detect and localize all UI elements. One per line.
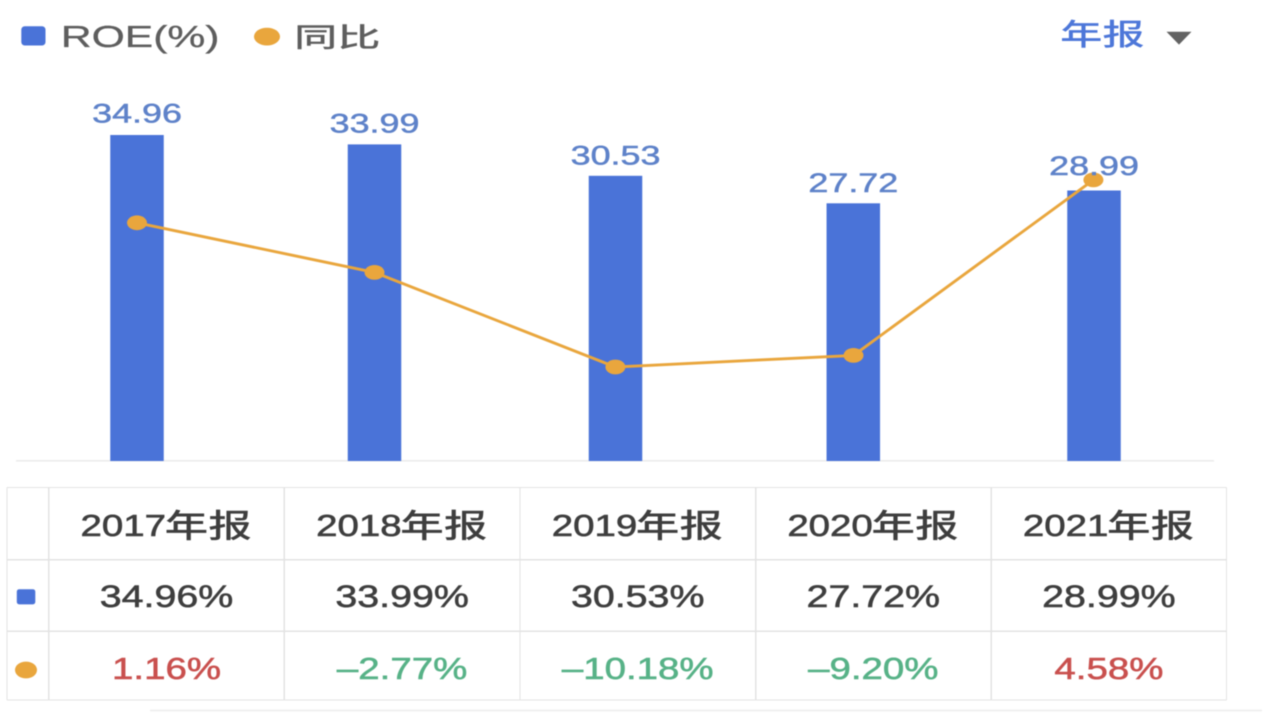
svg-text:34.96%: 34.96% — [100, 579, 234, 614]
svg-text:2017: 2017 — [81, 508, 166, 543]
svg-text:33.99: 33.99 — [330, 108, 420, 139]
svg-text:27.72: 27.72 — [808, 167, 898, 198]
svg-text:–2.77%: –2.77% — [337, 653, 467, 686]
svg-text:28.99: 28.99 — [1049, 150, 1139, 181]
svg-text:ROE(%): ROE(%) — [61, 19, 220, 54]
svg-text:1.16%: 1.16% — [112, 653, 221, 686]
svg-text:33.99%: 33.99% — [335, 579, 469, 614]
svg-text:2020: 2020 — [787, 508, 872, 543]
svg-text:2018: 2018 — [316, 508, 401, 543]
svg-text:30.53%: 30.53% — [571, 579, 705, 614]
svg-text:2021: 2021 — [1023, 508, 1108, 543]
svg-text:27.72%: 27.72% — [807, 579, 941, 614]
svg-text:–9.20%: –9.20% — [808, 653, 938, 686]
svg-text:–10.18%: –10.18% — [562, 653, 714, 686]
svg-text:34.96: 34.96 — [92, 98, 182, 129]
svg-text:4.58%: 4.58% — [1054, 653, 1163, 686]
svg-text:28.99%: 28.99% — [1042, 579, 1176, 614]
svg-text:30.53: 30.53 — [571, 140, 661, 171]
svg-text:2019: 2019 — [552, 508, 637, 543]
